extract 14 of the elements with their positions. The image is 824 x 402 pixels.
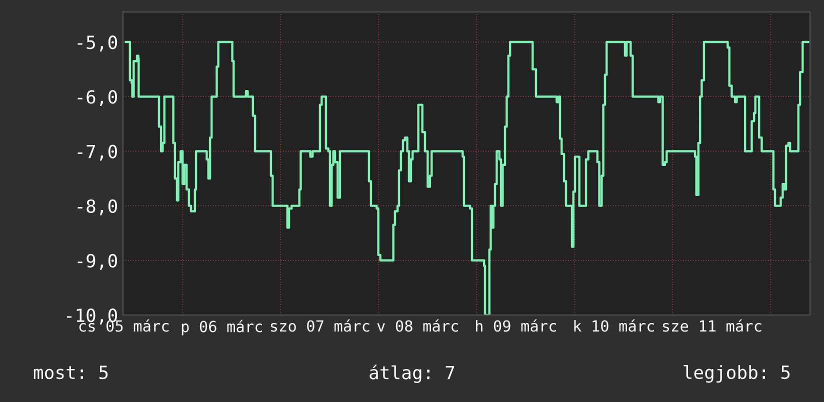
text: most: 5 [34,366,108,380]
x-tick-label: p 06 márc [182,320,262,336]
x-tick-label: szo 07 márc [270,319,370,332]
text: átlag: 7 [370,364,454,384]
x-tick-label: h 09 márc [476,319,556,332]
y-tick-label: -8,0 [78,199,117,216]
text: legjobb: 5 [684,365,790,383]
x-tick-label: sze 11 márc [662,319,762,332]
y-tick-label: -7,0 [78,144,117,161]
y-tick-label: -5,0 [78,36,117,52]
y-tick-label: -6,0 [78,90,117,106]
x-tick-label: k 10 márc [574,319,654,332]
y-tick-label: -9,0 [78,254,117,270]
x-tick-label: v 08 márc [377,319,458,332]
